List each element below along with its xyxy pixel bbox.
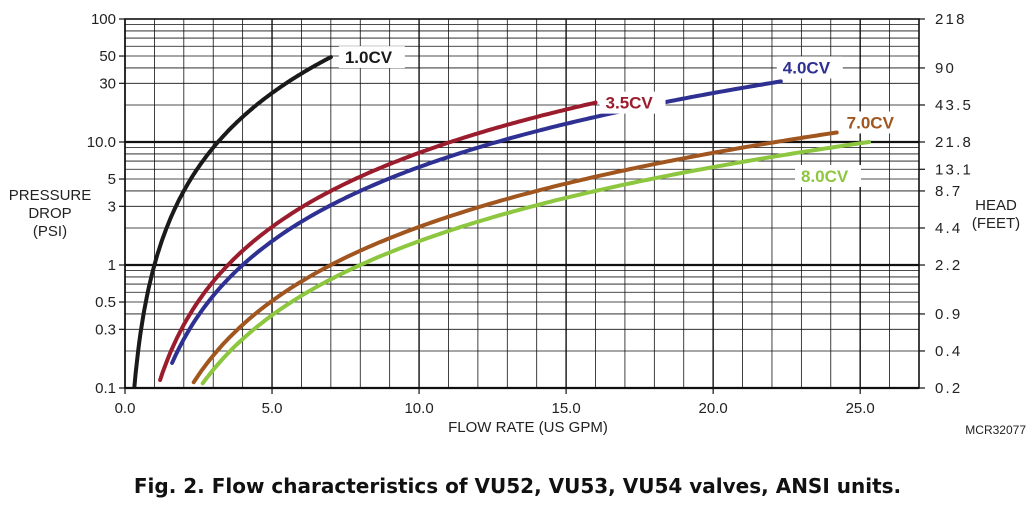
series-label-4-0cv: 4.0CV [776, 56, 843, 79]
series-label-bg [795, 164, 862, 187]
series-label-text: 3.5CV [606, 94, 654, 113]
plot-frame [124, 18, 920, 389]
y-tick-label: 1 [108, 257, 116, 274]
source-code: MCR32077 [965, 423, 1026, 437]
y-axis-title-line3: (PSI) [33, 223, 67, 240]
y2-tick-label: 2.2 [935, 257, 962, 274]
curve-8-0cv [200, 140, 871, 386]
y-tick-label: 0.1 [95, 380, 116, 397]
y-tick-label: 10.0 [87, 134, 116, 151]
series-label-text: 8.0CV [801, 167, 849, 186]
curve-1-0cv [132, 55, 333, 389]
y-tick-label: 0.3 [95, 321, 116, 338]
y2-tick-label: 0.2 [935, 380, 962, 397]
y-axis-title-line2: DROP [28, 205, 71, 222]
y2-tick-label: 13.1 [935, 161, 973, 178]
x-axis-title: FLOW RATE (US GPM) [448, 419, 608, 436]
x-axis-ticks: 0.0 5.0 10.0 15.0 20.0 25.0 [115, 388, 875, 417]
series-label-bg [776, 56, 843, 79]
x-tick-label: 5.0 [262, 400, 283, 417]
series-label-1-0cv: 1.0CV [338, 46, 405, 69]
series-label-text: 4.0CV [783, 58, 831, 77]
y2-tick-label: 0.9 [935, 306, 962, 323]
y2-tick-label: 90 [935, 60, 956, 77]
series-label-text: 1.0CV [345, 48, 393, 67]
series-label-bg [338, 46, 405, 69]
y-axis-ticks: 0.1 0.3 0.5 1 3 5 10.0 30 50 100 [87, 11, 125, 397]
series-label-3-5cv: 3.5CV [599, 91, 666, 114]
series-label-bg [599, 91, 666, 114]
y-tick-label: 100 [91, 11, 116, 28]
curves [132, 55, 871, 389]
y-tick-label: 5 [108, 171, 116, 188]
y2-tick-label: 21.8 [935, 134, 973, 151]
x-tick-label: 25.0 [846, 400, 875, 417]
y2-axis-title-line1: HEAD [975, 197, 1017, 214]
series-labels: 1.0CV 3.5CV 4.0CV 7.0CV 8.0CV [338, 46, 907, 187]
series-label-bg [840, 111, 907, 134]
series-label-7-0cv: 7.0CV [840, 111, 907, 134]
y2-tick-label: 8.7 [935, 183, 962, 200]
y2-tick-label: 0.4 [935, 343, 962, 360]
y-tick-label: 30 [99, 75, 116, 92]
y-tick-label: 0.5 [95, 294, 116, 311]
plot-border [124, 18, 920, 389]
y2-tick-label: 4.4 [935, 220, 962, 237]
x-tick-label: 20.0 [699, 400, 728, 417]
y2-axis-title-line2: (FEET) [972, 215, 1020, 232]
y-tick-label: 50 [99, 48, 116, 65]
x-tick-label: 10.0 [404, 400, 433, 417]
x-tick-label: 0.0 [115, 400, 136, 417]
series-label-text: 7.0CV [847, 113, 895, 132]
y2-tick-label: 43.5 [935, 97, 973, 114]
x-tick-label: 15.0 [552, 400, 581, 417]
curve-3-5cv [158, 100, 598, 382]
y2-axis-ticks: 0.2 0.4 0.9 2.2 4.4 8.7 13.1 21.8 43.5 90 218 [919, 11, 973, 397]
curve-4-0cv [170, 79, 783, 365]
y-axis-title-line1: PRESSURE [9, 187, 92, 204]
y2-tick-label: 218 [935, 11, 967, 28]
curve-7-0cv [191, 130, 839, 385]
figure-caption: Fig. 2. Flow characteristics of VU52, VU… [133, 474, 902, 498]
series-label-8-0cv: 8.0CV [795, 164, 862, 187]
flow-chart: 0.1 0.3 0.5 1 3 5 10.0 30 50 100 0.2 0.4 0.9 2.2 4.4 8… [9, 11, 1027, 437]
y-tick-label: 3 [108, 198, 116, 215]
